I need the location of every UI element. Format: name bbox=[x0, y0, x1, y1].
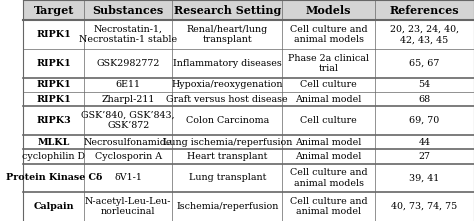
Text: 27: 27 bbox=[419, 152, 430, 161]
Text: Lung ischemia/reperfusion: Lung ischemia/reperfusion bbox=[163, 138, 292, 147]
Text: GSK’840, GSK’843,
GSK’872: GSK’840, GSK’843, GSK’872 bbox=[82, 111, 175, 130]
Text: Cyclosporin A: Cyclosporin A bbox=[95, 152, 162, 161]
Text: Calpain: Calpain bbox=[34, 202, 74, 211]
Text: Protein Kinase Cδ: Protein Kinase Cδ bbox=[6, 173, 102, 183]
Text: Cell culture and
animal models: Cell culture and animal models bbox=[290, 25, 367, 44]
Text: 44: 44 bbox=[419, 138, 430, 147]
Text: 6E11: 6E11 bbox=[116, 80, 141, 89]
Text: Renal/heart/lung
transplant: Renal/heart/lung transplant bbox=[187, 25, 268, 44]
Text: Research Setting: Research Setting bbox=[173, 5, 281, 16]
Bar bbox=[23, 49, 474, 78]
Text: Animal model: Animal model bbox=[295, 138, 362, 147]
Text: 20, 23, 24, 40,
42, 43, 45: 20, 23, 24, 40, 42, 43, 45 bbox=[390, 25, 459, 44]
Bar bbox=[23, 149, 474, 164]
Text: References: References bbox=[390, 5, 459, 16]
Text: 65, 67: 65, 67 bbox=[409, 59, 439, 68]
Bar bbox=[23, 192, 474, 221]
Text: Cell culture: Cell culture bbox=[301, 116, 357, 125]
Text: Animal model: Animal model bbox=[295, 95, 362, 104]
Bar bbox=[23, 0, 474, 20]
Text: Graft versus host disease: Graft versus host disease bbox=[166, 95, 288, 104]
Text: Colon Carcinoma: Colon Carcinoma bbox=[186, 116, 269, 125]
Text: Models: Models bbox=[306, 5, 351, 16]
Text: RIPK1: RIPK1 bbox=[36, 95, 71, 104]
Text: Substances: Substances bbox=[92, 5, 164, 16]
Text: Hypoxia/reoxygenation: Hypoxia/reoxygenation bbox=[172, 80, 283, 89]
Text: Necrostatin-1,
Necrostatin-1 stable: Necrostatin-1, Necrostatin-1 stable bbox=[79, 25, 177, 44]
Bar bbox=[23, 92, 474, 106]
Text: 69, 70: 69, 70 bbox=[410, 116, 439, 125]
Text: Lung transplant: Lung transplant bbox=[189, 173, 266, 183]
Text: MLKL: MLKL bbox=[37, 138, 70, 147]
Text: Cell culture and
animal model: Cell culture and animal model bbox=[290, 197, 367, 216]
Text: 68: 68 bbox=[419, 95, 430, 104]
Text: Inflammatory diseases: Inflammatory diseases bbox=[173, 59, 282, 68]
Text: Zharpl-211: Zharpl-211 bbox=[101, 95, 155, 104]
Bar bbox=[23, 20, 474, 49]
Bar bbox=[23, 106, 474, 135]
Bar bbox=[23, 164, 474, 192]
Text: Cell culture and
animal models: Cell culture and animal models bbox=[290, 168, 367, 188]
Text: RIPK1: RIPK1 bbox=[36, 80, 71, 89]
Text: Heart transplant: Heart transplant bbox=[187, 152, 267, 161]
Text: 40, 73, 74, 75: 40, 73, 74, 75 bbox=[392, 202, 457, 211]
Text: N-acetyl-Leu-Leu-
norleucinal: N-acetyl-Leu-Leu- norleucinal bbox=[85, 197, 172, 216]
Text: RIPK1: RIPK1 bbox=[36, 59, 71, 68]
Bar bbox=[23, 135, 474, 149]
Text: Cell culture: Cell culture bbox=[301, 80, 357, 89]
Text: Target: Target bbox=[34, 5, 74, 16]
Text: RIPK1: RIPK1 bbox=[36, 30, 71, 39]
Text: 39, 41: 39, 41 bbox=[410, 173, 439, 183]
Text: 54: 54 bbox=[419, 80, 430, 89]
Text: Ischemia/reperfusion: Ischemia/reperfusion bbox=[176, 202, 279, 211]
Bar bbox=[23, 78, 474, 92]
Text: RIPK3: RIPK3 bbox=[36, 116, 71, 125]
Text: GSK2982772: GSK2982772 bbox=[97, 59, 160, 68]
Text: Phase 2a clinical
trial: Phase 2a clinical trial bbox=[288, 54, 369, 73]
Text: δV1-1: δV1-1 bbox=[114, 173, 142, 183]
Text: Animal model: Animal model bbox=[295, 152, 362, 161]
Text: cyclophilin D: cyclophilin D bbox=[22, 152, 85, 161]
Text: Necrosulfonamide: Necrosulfonamide bbox=[84, 138, 173, 147]
